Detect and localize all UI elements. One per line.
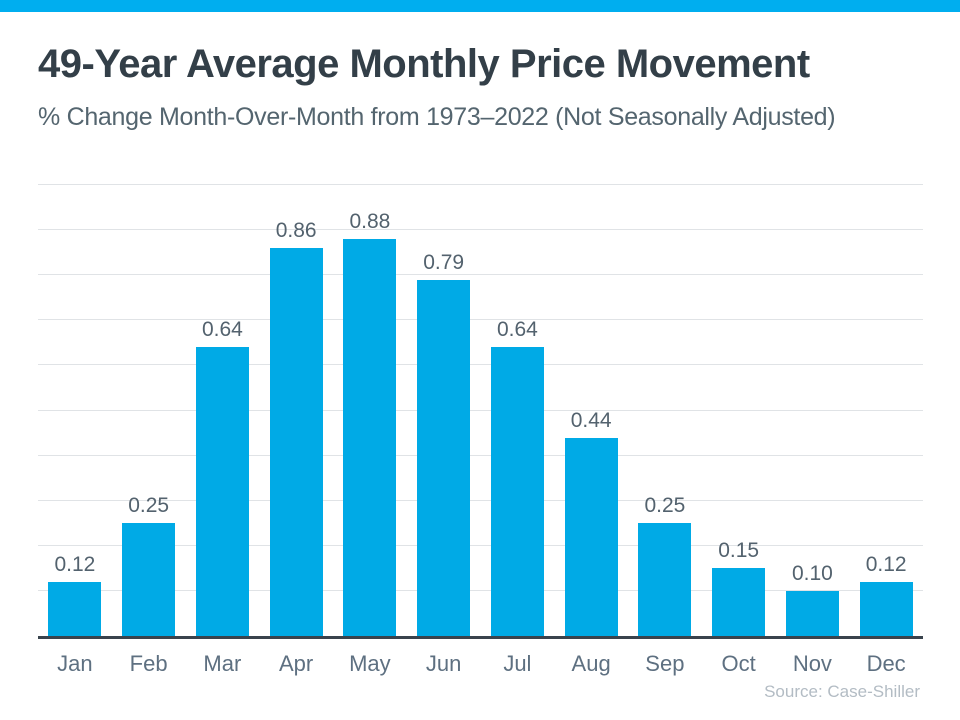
bar-value-label: 0.44 — [570, 408, 612, 432]
bar-column: 0.79 — [407, 185, 481, 636]
bar-column: 0.12 — [849, 185, 923, 636]
bar — [712, 568, 766, 636]
bar-column: 0.64 — [481, 185, 555, 636]
gridline — [38, 544, 923, 546]
bar-chart: 0.12 0.25 0.64 0.86 0.88 0.79 0.64 0.44 0.25 0.15… — [38, 184, 923, 677]
x-axis-tick-label: May — [349, 651, 391, 676]
gridline — [38, 274, 923, 276]
gridline — [38, 229, 923, 231]
bar-value-label: 0.25 — [644, 494, 686, 518]
x-axis-labels: Jan Feb Mar Apr May Jun Jul Aug Sep Oct Nov Dec — [38, 639, 923, 677]
x-axis-tick-label: Aug — [571, 651, 611, 676]
bar-column: 0.88 — [333, 185, 407, 636]
bar — [638, 523, 692, 636]
bar-columns: 0.12 0.25 0.64 0.86 0.88 0.79 0.64 0.44 0.25 0.15… — [38, 185, 923, 636]
bar-value-label: 0.12 — [865, 552, 907, 576]
gridline — [38, 454, 923, 456]
accent-stripe — [0, 0, 960, 12]
gridline — [38, 589, 923, 591]
bar — [195, 347, 249, 636]
bar — [490, 347, 544, 636]
bar — [564, 437, 618, 636]
x-axis-tick-label: Apr — [279, 651, 314, 676]
plot-area: 0.12 0.25 0.64 0.86 0.88 0.79 0.64 0.44 0.25 0.15… — [38, 184, 923, 636]
bar-value-label: 0.64 — [201, 318, 243, 342]
bar-value-label: 0.15 — [718, 539, 760, 563]
bar-value-label: 0.79 — [423, 250, 465, 274]
x-axis-tick-label: Jul — [503, 651, 532, 676]
x-axis-tick-label: Nov — [792, 651, 832, 676]
x-axis-tick-label: Jun — [425, 651, 462, 676]
x-axis-tick-label: Sep — [645, 651, 685, 676]
x-axis-tick-label: Dec — [866, 651, 906, 676]
bar-column: 0.10 — [776, 185, 850, 636]
x-axis-line — [38, 636, 923, 639]
bar-column: 0.44 — [554, 185, 628, 636]
x-axis-tick-label: Feb — [129, 651, 168, 676]
bar — [859, 581, 913, 636]
page-title: 49-Year Average Monthly Price Movement — [38, 42, 810, 86]
bar — [48, 581, 102, 636]
bar — [343, 239, 397, 636]
page-subtitle: % Change Month-Over-Month from 1973–2022… — [38, 103, 836, 131]
bar-column: 0.15 — [702, 185, 776, 636]
bar — [269, 248, 323, 636]
source-credit: Source: Case-Shiller — [764, 682, 920, 701]
bar-column: 0.86 — [259, 185, 333, 636]
bar-column: 0.12 — [38, 185, 112, 636]
bar-value-label: 0.88 — [349, 210, 391, 234]
bar-value-label: 0.86 — [275, 219, 317, 243]
bar — [122, 523, 176, 636]
bar-column: 0.25 — [112, 185, 186, 636]
bar-value-label: 0.64 — [496, 318, 538, 342]
bar-value-label: 0.25 — [128, 494, 170, 518]
x-axis-tick-label: Mar — [203, 651, 242, 676]
x-axis-tick-label: Jan — [57, 651, 93, 676]
x-axis-tick-label: Oct — [721, 651, 756, 676]
bar-value-label: 0.10 — [791, 561, 833, 585]
bar — [785, 590, 839, 636]
bar-column: 0.25 — [628, 185, 702, 636]
bar-column: 0.64 — [186, 185, 260, 636]
gridline — [38, 409, 923, 411]
gridline — [38, 364, 923, 366]
bar-value-label: 0.12 — [54, 552, 96, 576]
gridline — [38, 184, 923, 185]
gridline — [38, 319, 923, 321]
gridline — [38, 499, 923, 501]
bar — [417, 279, 471, 636]
